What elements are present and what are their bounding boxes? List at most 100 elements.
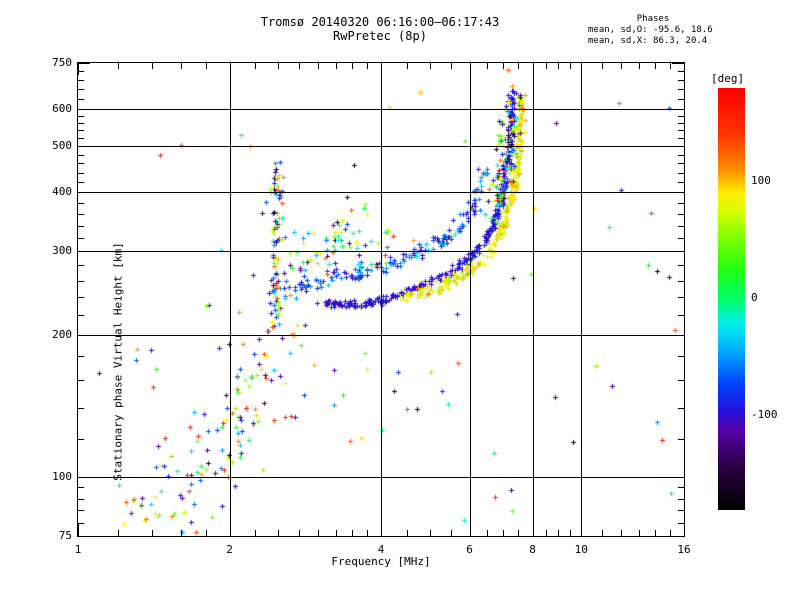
- phases-x-stats: mean, sd,X: 86.3, 20.4: [588, 36, 708, 46]
- y-tick-label: 100: [52, 469, 72, 483]
- tick-mark: [558, 530, 559, 536]
- colorbar-label: [deg]: [711, 72, 745, 85]
- tick-mark: [670, 63, 671, 69]
- tick-mark: [672, 146, 684, 147]
- tick-mark: [78, 297, 84, 298]
- title-block: Tromsø 20140320 06:16:00–06:17:43 RwPret…: [77, 15, 683, 43]
- tick-mark: [655, 530, 656, 536]
- x-tick-label: 6: [466, 543, 473, 556]
- tick-mark: [487, 530, 488, 536]
- tick-mark: [672, 251, 684, 252]
- tick-mark: [78, 109, 90, 110]
- tick-mark: [678, 408, 684, 409]
- tick-mark: [381, 524, 382, 536]
- tick-mark: [558, 63, 559, 69]
- tick-mark: [672, 335, 684, 336]
- tick-mark: [230, 63, 231, 75]
- x-axis-label: Frequency [MHz]: [331, 555, 431, 568]
- tick-mark: [678, 214, 684, 215]
- tick-mark: [672, 63, 684, 64]
- tick-mark: [678, 297, 684, 298]
- tick-mark: [678, 238, 684, 239]
- tick-mark: [602, 63, 603, 69]
- tick-mark: [602, 530, 603, 536]
- tick-mark: [546, 63, 547, 69]
- plot-area: Frequency [MHz] Stationary phase Virtual…: [52, 56, 691, 568]
- y-tick-label: 75: [58, 529, 72, 542]
- x-tick-label: 4: [377, 543, 385, 556]
- tick-mark: [678, 203, 684, 204]
- tick-mark: [336, 63, 337, 69]
- tick-mark: [78, 380, 84, 381]
- tick-mark: [299, 63, 300, 69]
- tick-mark: [78, 356, 84, 357]
- tick-mark: [78, 477, 90, 478]
- tick-mark: [621, 63, 622, 69]
- tick-mark: [78, 226, 84, 227]
- tick-mark: [78, 138, 84, 139]
- tick-mark: [678, 281, 684, 282]
- tick-mark: [181, 63, 182, 69]
- tick-mark: [78, 163, 84, 164]
- tick-mark: [78, 524, 79, 536]
- tick-mark: [672, 477, 684, 478]
- tick-mark: [78, 214, 84, 215]
- tick-mark: [381, 63, 382, 75]
- tick-mark: [678, 163, 684, 164]
- tick-mark: [684, 524, 685, 536]
- tick-mark: [581, 63, 582, 75]
- tick-mark: [318, 63, 319, 69]
- colorbar-tick-label: 0: [751, 291, 758, 304]
- tick-mark: [78, 315, 84, 316]
- tick-mark: [639, 63, 640, 69]
- tick-mark: [570, 63, 571, 69]
- tick-mark: [678, 315, 684, 316]
- tick-mark: [678, 173, 684, 174]
- tick-mark: [678, 439, 684, 440]
- tick-mark: [78, 146, 90, 147]
- tick-mark: [678, 499, 684, 500]
- tick-mark: [533, 63, 534, 75]
- tick-mark: [78, 116, 84, 117]
- tick-mark: [78, 192, 90, 193]
- tick-mark: [487, 63, 488, 69]
- tick-mark: [430, 530, 431, 536]
- tick-mark: [318, 530, 319, 536]
- gridline-vertical: [581, 63, 583, 536]
- tick-mark: [78, 173, 84, 174]
- tick-mark: [678, 182, 684, 183]
- gridline-horizontal: [78, 108, 684, 110]
- y-tick-label: 300: [52, 244, 72, 258]
- tick-mark: [581, 524, 582, 536]
- tick-mark: [678, 80, 684, 81]
- tick-mark: [678, 265, 684, 266]
- gridline-horizontal: [78, 251, 684, 253]
- tick-mark: [546, 530, 547, 536]
- tick-mark: [78, 130, 84, 131]
- colorbar-tick-label: 100: [751, 173, 771, 187]
- plot-subtitle: RwPretec (8p): [333, 29, 427, 43]
- tick-mark: [78, 155, 84, 156]
- tick-mark: [255, 530, 256, 536]
- tick-mark: [299, 530, 300, 536]
- gridline-horizontal: [78, 146, 684, 148]
- tick-mark: [670, 530, 671, 536]
- gridline-vertical: [229, 63, 231, 536]
- tick-mark: [678, 130, 684, 131]
- y-axis-label: Stationary phase Virtual Height [km]: [111, 242, 125, 481]
- tick-mark: [678, 99, 684, 100]
- tick-mark: [678, 510, 684, 511]
- tick-mark: [278, 63, 279, 69]
- gridline-vertical: [381, 63, 382, 536]
- tick-mark: [78, 499, 84, 500]
- tick-mark: [678, 487, 684, 488]
- tick-mark: [655, 63, 656, 69]
- tick-mark: [230, 524, 231, 536]
- tick-mark: [672, 109, 684, 110]
- gridline-vertical: [532, 63, 534, 536]
- tick-mark: [451, 530, 452, 536]
- tick-mark: [678, 123, 684, 124]
- tick-mark: [278, 530, 279, 536]
- gridline-vertical: [469, 63, 471, 536]
- tick-mark: [352, 63, 353, 69]
